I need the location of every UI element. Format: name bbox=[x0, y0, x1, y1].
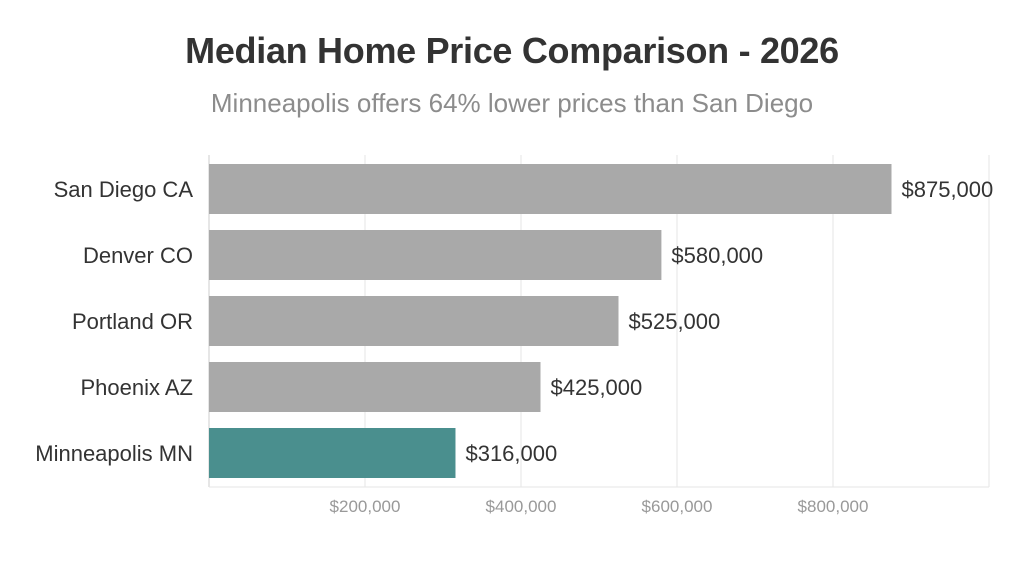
bar-minneapolis-mn bbox=[209, 428, 456, 478]
value-label: $425,000 bbox=[551, 375, 643, 400]
chart-subtitle: Minneapolis offers 64% lower prices than… bbox=[210, 88, 814, 118]
value-label: $316,000 bbox=[465, 441, 557, 466]
value-label: $875,000 bbox=[902, 177, 994, 202]
x-tick-label: $200,000 bbox=[330, 497, 401, 516]
x-tick-label: $400,000 bbox=[486, 497, 557, 516]
x-tick-label: $800,000 bbox=[798, 497, 869, 516]
chart-title: Median Home Price Comparison - 2026 bbox=[185, 30, 839, 71]
x-tick-label: $600,000 bbox=[642, 497, 713, 516]
bar-portland-or bbox=[209, 296, 619, 346]
category-label: San Diego CA bbox=[54, 177, 194, 202]
bar-san-diego-ca bbox=[209, 164, 892, 214]
category-label: Phoenix AZ bbox=[80, 375, 193, 400]
bar-denver-co bbox=[209, 230, 662, 280]
category-label: Minneapolis MN bbox=[35, 441, 193, 466]
bar-phoenix-az bbox=[209, 362, 541, 412]
value-label: $580,000 bbox=[671, 243, 763, 268]
category-label: Denver CO bbox=[83, 243, 193, 268]
category-label: Portland OR bbox=[72, 309, 193, 334]
value-label: $525,000 bbox=[629, 309, 721, 334]
